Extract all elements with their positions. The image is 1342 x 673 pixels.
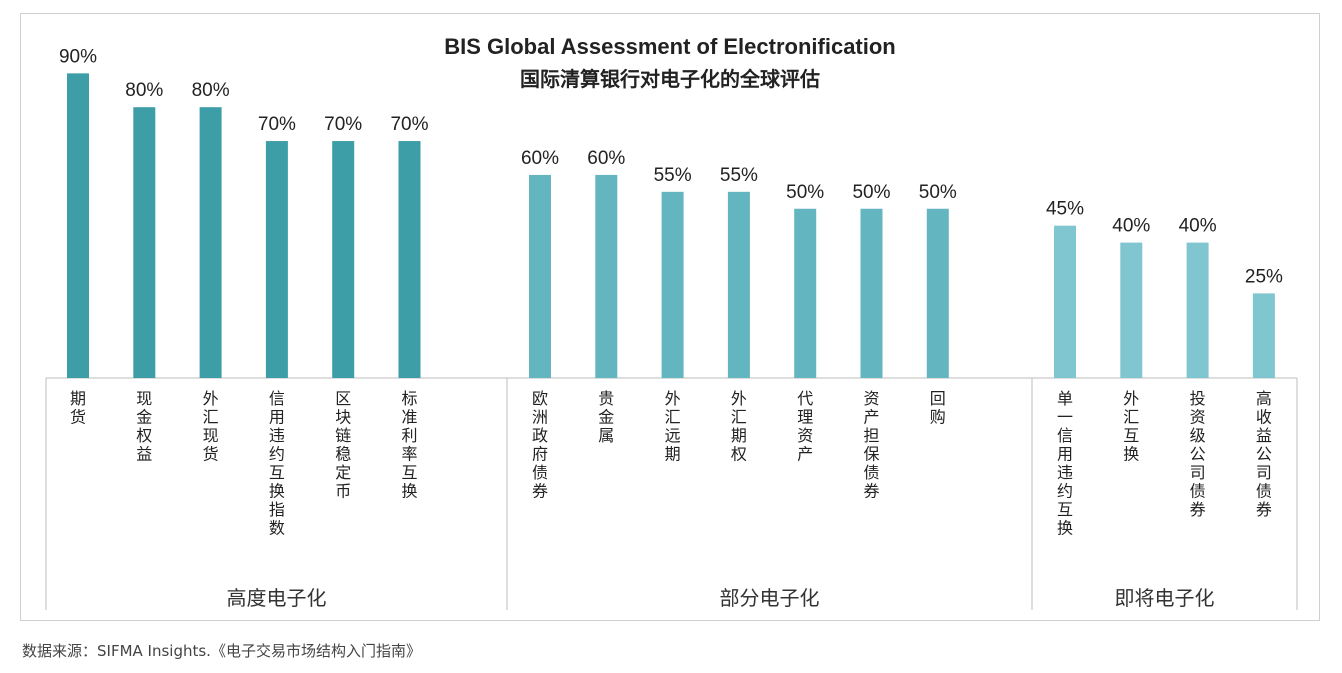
category-label: 信用违约互换指数: [269, 390, 285, 538]
category-label: 外汇远期: [665, 390, 681, 464]
bar: [398, 141, 421, 378]
bar: [727, 191, 750, 378]
category-label: 外汇现货: [203, 390, 219, 464]
category-label: 期货: [70, 390, 86, 427]
category-label: 贵金属: [598, 390, 614, 445]
data-label: 90%: [59, 46, 97, 67]
source-note: 数据来源：SIFMA Insights.《电子交易市场结构入门指南》: [22, 642, 421, 660]
data-label: 60%: [521, 148, 559, 169]
bar: [1186, 242, 1209, 378]
category-label: 投资级公司债券: [1190, 390, 1206, 519]
bar: [265, 141, 288, 378]
category-label: 外汇互换: [1123, 390, 1139, 464]
group-label: 即将电子化: [1115, 587, 1215, 610]
data-label: 50%: [919, 182, 957, 203]
category-label: 单一信用违约互换: [1057, 390, 1073, 538]
data-label: 70%: [258, 114, 296, 135]
data-label: 50%: [852, 182, 890, 203]
bar: [595, 174, 618, 378]
category-label: 外汇期权: [731, 390, 747, 464]
bar: [199, 107, 222, 378]
data-label: 25%: [1245, 266, 1283, 287]
data-label: 80%: [125, 80, 163, 101]
data-label: 70%: [324, 114, 362, 135]
chart-subtitle: 国际清算银行对电子化的全球评估: [520, 67, 820, 91]
data-label: 60%: [587, 148, 625, 169]
chart-title: BIS Global Assessment of Electronificati…: [444, 34, 896, 59]
group-label: 高度电子化: [227, 587, 327, 610]
data-label: 70%: [390, 114, 428, 135]
bar: [332, 141, 355, 378]
data-label: 80%: [192, 80, 230, 101]
bar: [661, 191, 684, 378]
bar: [133, 107, 156, 378]
category-label: 区块链稳定币: [335, 391, 351, 501]
bar: [1252, 293, 1275, 378]
category-label: 代理资产: [797, 390, 813, 464]
category-label: 高收益公司债券: [1256, 390, 1272, 519]
category-label: 欧洲政府债券: [532, 390, 548, 501]
bar: [1054, 225, 1076, 378]
group-label: 部分电子化: [720, 587, 820, 610]
data-label: 40%: [1179, 216, 1217, 237]
bar: [794, 208, 817, 378]
bar: [1120, 242, 1143, 378]
bar: [860, 208, 883, 378]
category-label: 资产担保债券: [863, 390, 879, 501]
data-label: 50%: [786, 182, 824, 203]
data-label: 40%: [1112, 216, 1150, 237]
bar: [529, 174, 551, 378]
bar: [67, 73, 89, 378]
data-label: 55%: [654, 165, 692, 186]
category-label: 回购: [930, 391, 946, 427]
bar: [926, 208, 949, 378]
category-label: 标准利率互换: [401, 390, 417, 501]
data-label: 45%: [1046, 199, 1084, 220]
data-label: 55%: [720, 165, 758, 186]
category-label: 现金权益: [136, 391, 152, 464]
chart-frame: [20, 13, 1320, 621]
